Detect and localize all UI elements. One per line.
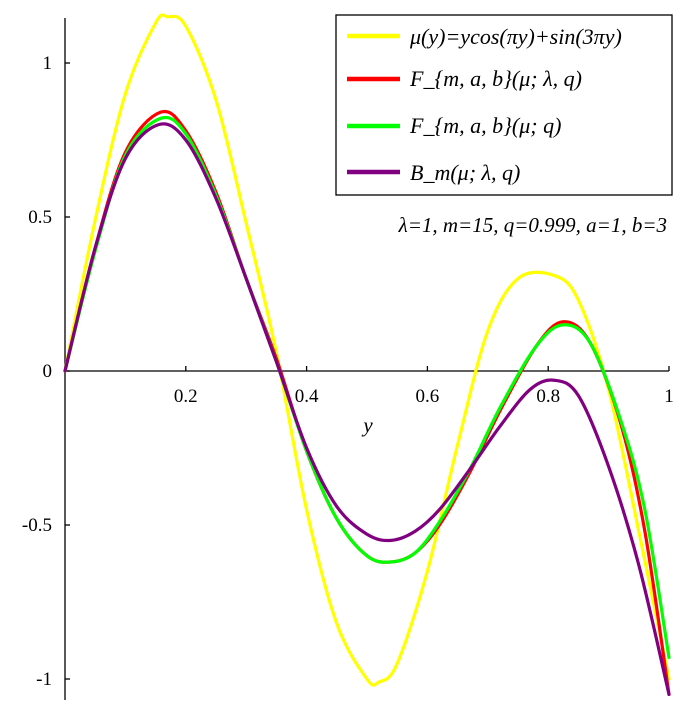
x-tick-label: 0.2: [174, 386, 198, 407]
y-tick-label: 1: [43, 53, 53, 74]
y-tick-label: -1: [36, 669, 52, 690]
legend-label-F-lambda: F_{m, a, b}(μ; λ, q): [409, 66, 582, 91]
x-tick-label: 0.4: [295, 386, 319, 407]
y-tick-label: 0.5: [28, 207, 52, 228]
series-line-F-lambda: [63, 109, 671, 696]
series-line-F-q: [63, 115, 671, 660]
series-line-mu: [63, 13, 671, 687]
x-tick-labels: 0.2 0.4 0.6 0.8 1: [174, 386, 674, 407]
legend-label-F-q: F_{m, a, b}(μ; q): [409, 113, 561, 138]
y-tick-labels: 1 0.5 0 -0.5 -1: [22, 53, 52, 690]
series-curves: [63, 13, 671, 696]
x-tick-label: 0.6: [416, 386, 440, 407]
x-axis-label: y: [361, 413, 373, 437]
legend-label-B: B_m(μ; λ, q): [410, 160, 520, 185]
legend: μ(y)=ycos(πy)+sin(3πy) F_{m, a, b}(μ; λ,…: [335, 14, 673, 196]
parameter-annotation: λ=1, m=15, q=0.999, a=1, b=3: [398, 213, 667, 237]
legend-box: [335, 14, 673, 196]
y-tick-label: 0: [43, 361, 53, 382]
series-line-B: [63, 122, 671, 696]
x-tick-label: 0.8: [536, 386, 560, 407]
legend-label-mu: μ(y)=ycos(πy)+sin(3πy): [409, 24, 622, 49]
x-tick-label: 1: [664, 386, 674, 407]
y-tick-label: -0.5: [22, 515, 52, 536]
